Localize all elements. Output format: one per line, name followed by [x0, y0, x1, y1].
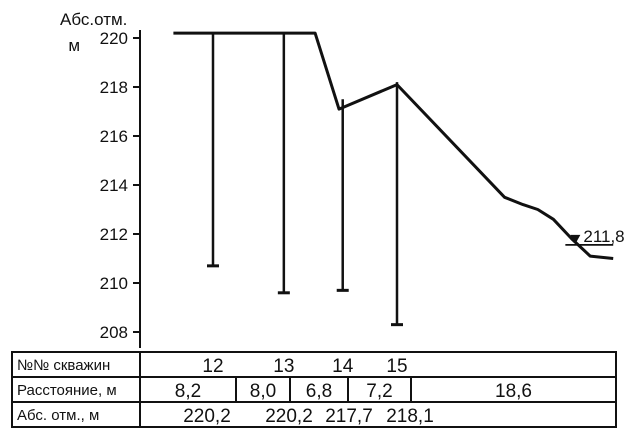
- y-unit-label: м: [68, 36, 80, 55]
- distance-cell: 18,6: [495, 381, 532, 402]
- elevation-cell: 220,2: [265, 406, 313, 427]
- borehole-number-cell: 15: [386, 356, 407, 377]
- y-tick-label: 210: [100, 274, 128, 293]
- water-level-label: 211,8: [583, 227, 624, 246]
- distance-cell: 8,2: [175, 381, 201, 402]
- y-tick-label: 218: [100, 78, 128, 97]
- table-row-header: №№ скважин: [17, 357, 110, 374]
- y-tick-label: 214: [100, 176, 128, 195]
- ground-surface-line: [173, 31, 614, 260]
- y-tick-label: 220: [100, 29, 128, 48]
- borehole-number-cell: 13: [273, 356, 294, 377]
- table-row-header: Расстояние, м: [17, 382, 117, 399]
- elevation-cell: 220,2: [183, 406, 231, 427]
- elevation-cell: 217,7: [325, 406, 373, 427]
- table-row-header: Абс. отм., м: [17, 407, 99, 424]
- water-level-marker-icon: [570, 234, 581, 244]
- borehole-number-cell: 12: [202, 356, 223, 377]
- borehole-number-cell: 14: [332, 356, 354, 377]
- y-tick-label: 208: [100, 323, 128, 342]
- elevation-cell: 218,1: [386, 406, 434, 427]
- distance-cell: 8,0: [250, 381, 276, 402]
- y-tick-label: 216: [100, 127, 128, 146]
- axis-title: Абс.отм.: [60, 10, 127, 29]
- data-table-frame: [11, 351, 617, 428]
- distance-cell: 6,8: [306, 381, 332, 402]
- y-tick-label: 212: [100, 225, 128, 244]
- distance-cell: 7,2: [366, 381, 392, 402]
